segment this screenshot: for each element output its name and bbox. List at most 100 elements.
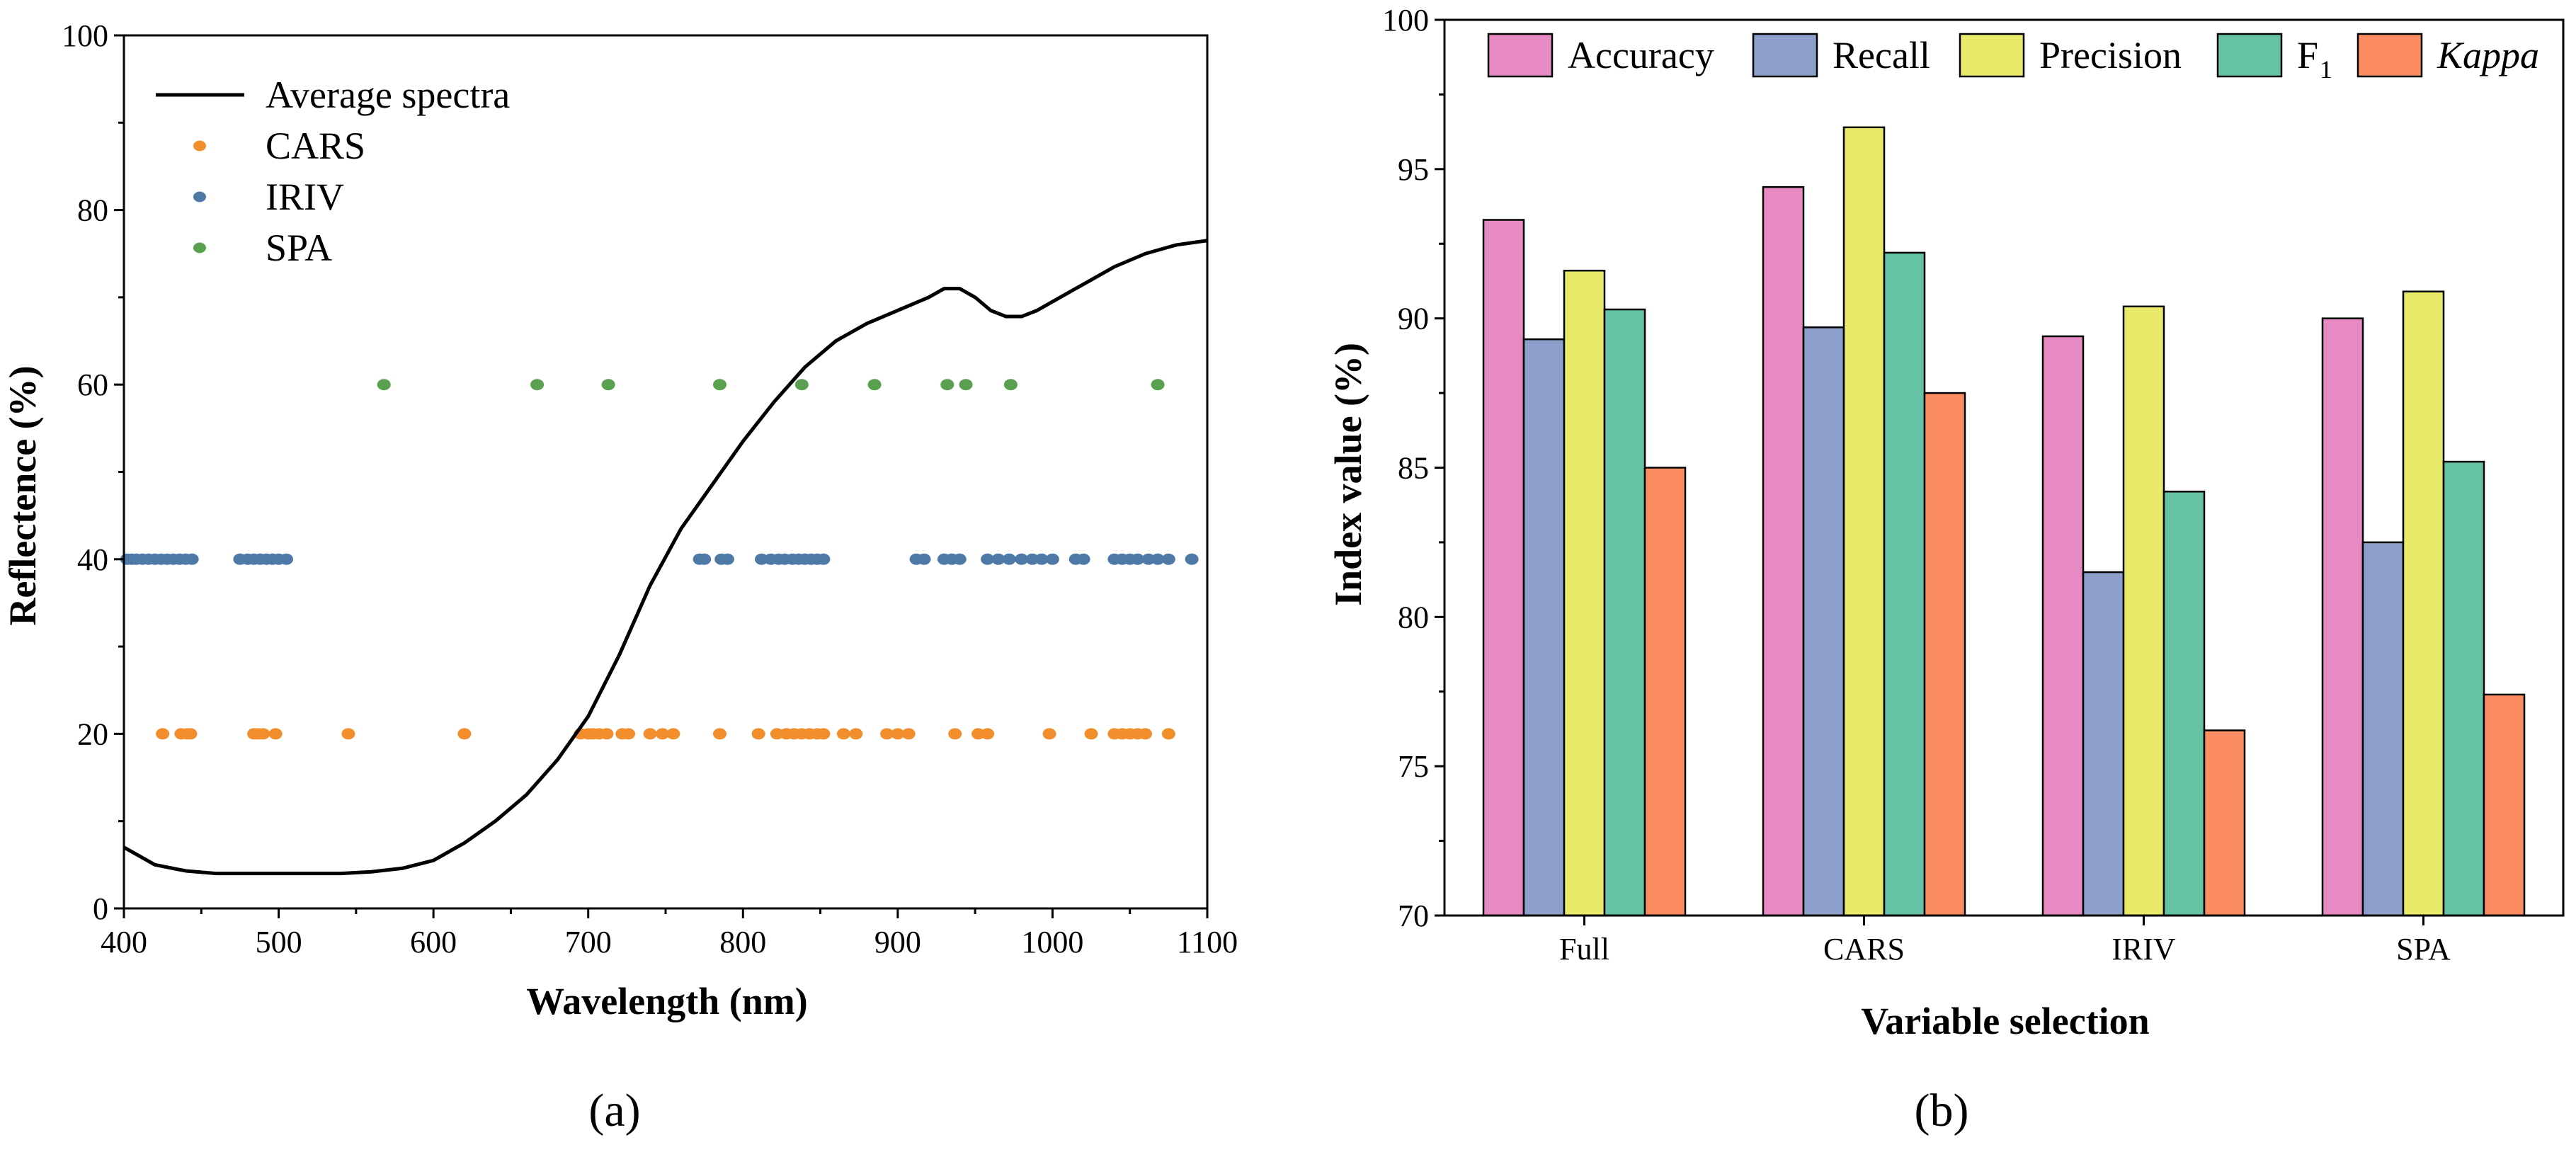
y-tick-label: 60 <box>77 367 108 402</box>
legend-label-cars: CARS <box>266 125 365 167</box>
scatter-point-cars <box>836 728 850 740</box>
legend-swatch-iriv <box>193 191 206 203</box>
scatter-point-iriv <box>952 553 967 565</box>
bar-f-full <box>1603 308 1646 917</box>
legend-swatch-cars <box>193 140 206 152</box>
y-tick-label: 100 <box>62 18 108 53</box>
panel-a-legend: Average spectra CARS IRIV SPA <box>156 74 510 269</box>
x-tick-label: 1000 <box>1021 925 1083 959</box>
panel-b-axes: 70 75 80 85 90 95 100 Full CARS IRIV SPA <box>1382 3 2565 966</box>
category-label-spa: SPA <box>2396 932 2451 966</box>
legend-swatch-recall <box>1752 33 1818 78</box>
scatter-point-iriv <box>720 553 734 565</box>
legend-swatch-accuracy <box>1487 33 1554 78</box>
scatter-point-spa <box>530 379 545 391</box>
scatter-point-spa <box>794 379 809 391</box>
legend-label-recall: Recall <box>1833 34 1930 76</box>
scatter-point-cars <box>981 728 995 740</box>
x-tick-label: 400 <box>101 925 147 959</box>
scatter-point-cars <box>1161 728 1175 740</box>
category-label-iriv: IRIV <box>2111 932 2176 966</box>
bar-accuracy-cars <box>1762 186 1805 917</box>
bar-recall-iriv <box>2082 571 2125 917</box>
category-label-cars: CARS <box>1823 932 1905 966</box>
scatter-point-cars <box>713 728 726 740</box>
panel-b-bar-chart: 70 75 80 85 90 95 100 Full CARS IRIV SPA Accuracy R… <box>1327 3 2565 1136</box>
y-tick-label: 95 <box>1398 152 1429 187</box>
scatter-point-cars <box>666 728 680 740</box>
panel-a-x-axis-title: Wavelength (nm) <box>526 980 808 1022</box>
x-tick-label: 700 <box>565 925 612 959</box>
scatter-point-spa <box>959 379 973 391</box>
y-tick-label: 80 <box>77 193 108 228</box>
y-tick-label: 20 <box>77 717 108 751</box>
scatter-point-spa <box>1151 379 1165 391</box>
panel-b-x-axis-title: Variable selection <box>1861 1000 2149 1042</box>
legend-label-f: F <box>2297 34 2318 76</box>
category-label-full: Full <box>1559 932 1609 966</box>
scatter-point-cars <box>849 728 863 740</box>
scatter-point-cars <box>156 728 170 740</box>
legend-label-precision: Precision <box>2039 34 2182 76</box>
panel-a-plot-area <box>120 239 1208 876</box>
scatter-point-spa <box>713 379 726 391</box>
y-tick-label: 40 <box>77 542 108 577</box>
scatter-point-cars <box>948 728 962 740</box>
x-tick-label: 500 <box>256 925 302 959</box>
average-spectra-line <box>122 239 1208 876</box>
legend-swatch-kappa <box>2356 33 2423 78</box>
legend-label-accuracy: Accuracy <box>1568 34 1714 76</box>
scatter-point-iriv <box>697 553 712 565</box>
scatter-point-cars <box>751 728 765 740</box>
x-tick-label: 900 <box>874 925 921 959</box>
scatter-point-cars <box>816 728 831 740</box>
panel-b-legend: Accuracy Recall Precision F 1 Kappa <box>1487 33 2539 84</box>
scatter-point-cars <box>901 728 916 740</box>
bar-precision-cars <box>1842 126 1886 917</box>
x-tick-label: 1100 <box>1177 925 1238 959</box>
scatter-point-cars <box>341 728 355 740</box>
bar-accuracy-full <box>1482 219 1525 917</box>
legend-swatch-precision <box>1959 33 2025 78</box>
scatter-point-cars <box>268 728 283 740</box>
bar-accuracy-iriv <box>2041 335 2085 917</box>
scatter-point-spa <box>940 379 954 391</box>
panel-a-spectra-chart: 400 500 600 700 800 900 1000 1100 0 20 40 60 80 100 A… <box>1 18 1238 1136</box>
scatter-point-cars <box>256 728 270 740</box>
x-tick-label: 600 <box>410 925 457 959</box>
scatter-point-iriv <box>1185 553 1199 565</box>
y-tick-label: 100 <box>1382 3 1429 38</box>
legend-label-average-spectra: Average spectra <box>266 74 510 116</box>
y-tick-label: 85 <box>1398 451 1429 486</box>
scatter-point-iriv <box>1002 553 1016 565</box>
bar-f-cars <box>1883 251 1926 917</box>
bar-recall-spa <box>2361 541 2405 917</box>
scatter-point-cars <box>183 728 198 740</box>
panel-b-plot-area <box>1482 126 2526 917</box>
bar-precision-iriv <box>2122 305 2165 917</box>
scatter-point-cars <box>1139 728 1153 740</box>
bar-kappa-spa <box>2483 693 2526 917</box>
scatter-point-cars <box>622 728 636 740</box>
legend-label-kappa: Kappa <box>2437 34 2539 76</box>
bar-f-iriv <box>2162 490 2206 917</box>
scatter-point-spa <box>867 379 882 391</box>
scatter-point-iriv <box>1076 553 1090 565</box>
y-tick-label: 90 <box>1398 302 1429 336</box>
panel-a-axes: 400 500 600 700 800 900 1000 1100 0 20 40 60 80 100 <box>62 18 1238 959</box>
bar-precision-full <box>1563 269 1606 917</box>
y-tick-label: 80 <box>1398 600 1429 634</box>
scatter-point-iriv <box>816 553 831 565</box>
scatter-point-cars <box>600 728 614 740</box>
scatter-point-iriv <box>917 553 931 565</box>
scatter-point-iriv <box>1161 553 1175 565</box>
scatter-point-cars <box>457 728 472 740</box>
panel-b-label: (b) <box>1915 1085 1969 1136</box>
scatter-point-cars <box>643 728 657 740</box>
legend-label-spa: SPA <box>266 227 332 269</box>
bar-recall-full <box>1522 338 1566 917</box>
scatter-point-cars <box>1042 728 1056 740</box>
bar-recall-cars <box>1802 326 1845 917</box>
scatter-point-iriv <box>1045 553 1059 565</box>
